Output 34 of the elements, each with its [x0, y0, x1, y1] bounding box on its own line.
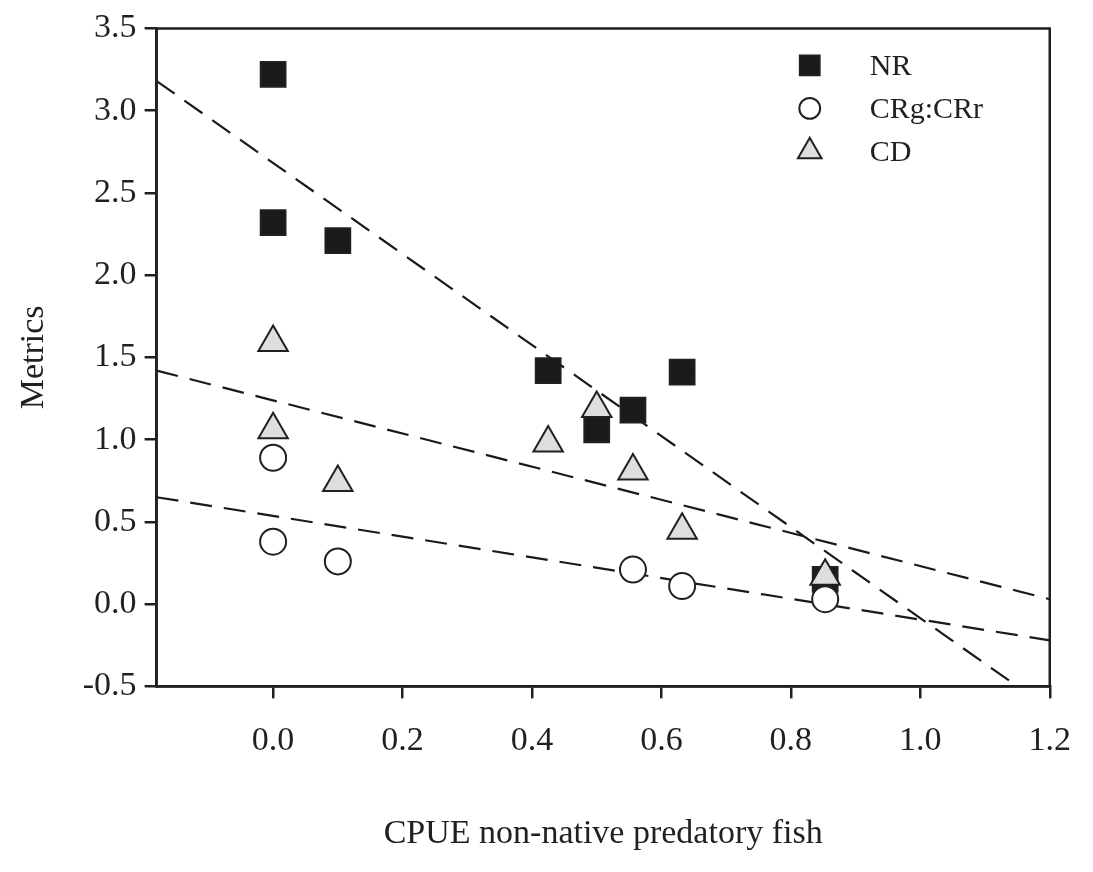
x-tick-label: 0.0	[251, 719, 295, 757]
point	[668, 572, 697, 601]
y-tick-label: 3.0	[94, 89, 137, 127]
y-tick-label: 1.5	[94, 336, 137, 374]
point	[324, 227, 352, 254]
legend-label: CRg:CRr	[869, 91, 984, 125]
point	[259, 209, 287, 236]
y-tick-label: 0.0	[94, 583, 137, 621]
y-tick-label: 3.5	[94, 7, 137, 45]
point	[534, 357, 562, 384]
point	[259, 443, 288, 472]
y-tick-label: 1.0	[94, 418, 137, 456]
point	[619, 396, 647, 424]
y-axis-title: Metrics	[13, 305, 51, 410]
point	[583, 416, 611, 444]
x-tick-label: 0.2	[381, 719, 424, 757]
x-tick-label: 1.2	[1028, 719, 1071, 757]
point	[259, 527, 288, 556]
y-tick-label: -0.5	[82, 665, 137, 703]
legend-label: NR	[869, 48, 912, 82]
point	[811, 585, 840, 614]
y-tick-label: 2.0	[94, 254, 137, 292]
point	[618, 555, 647, 584]
x-tick-label: 0.6	[640, 719, 683, 757]
legend-label: CD	[869, 134, 912, 168]
y-tick-label: 2.5	[94, 171, 137, 209]
x-axis-title: CPUE non-native predatory fish	[383, 812, 823, 850]
point	[259, 61, 287, 88]
y-tick-label: 0.5	[94, 500, 137, 538]
x-tick-label: 1.0	[899, 719, 942, 757]
point	[668, 358, 696, 386]
point	[323, 547, 352, 576]
x-tick-label: 0.4	[510, 719, 554, 757]
x-tick-label: 0.8	[769, 719, 813, 757]
